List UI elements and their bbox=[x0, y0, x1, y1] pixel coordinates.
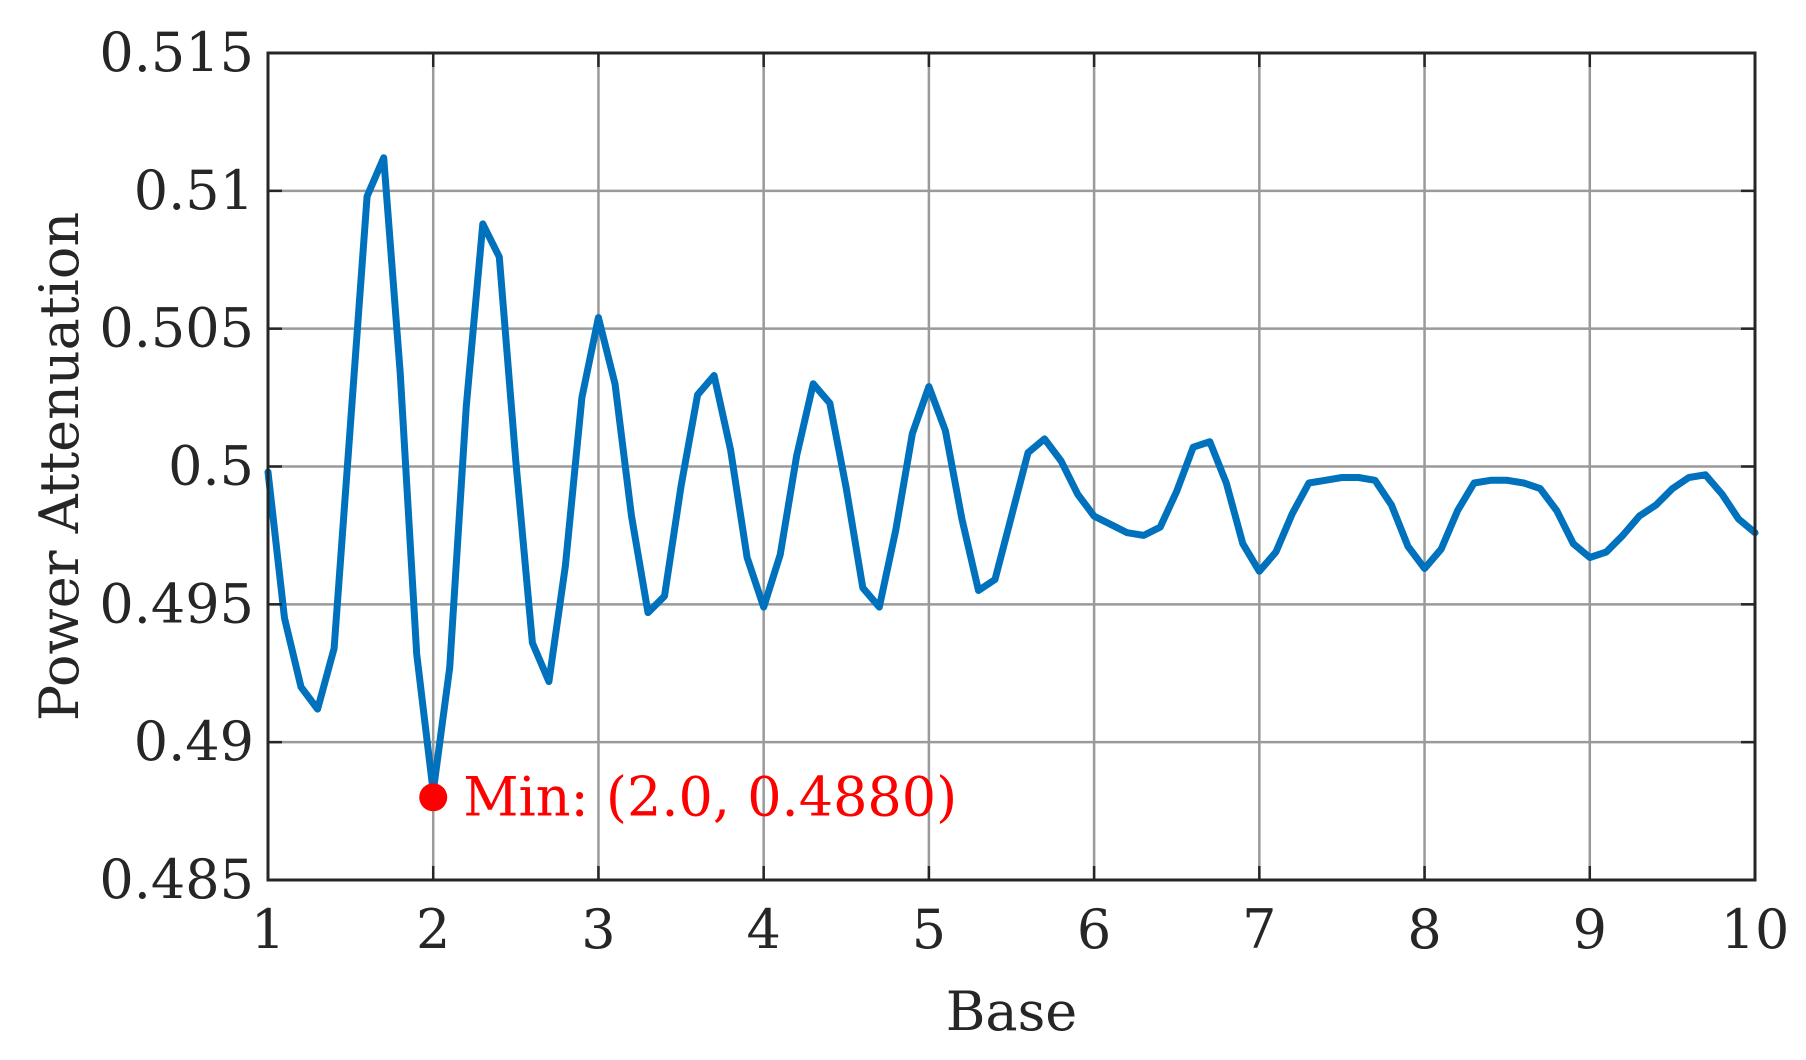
x-tick-label: 8 bbox=[1407, 898, 1441, 961]
y-tick-label: 0.49 bbox=[134, 710, 254, 773]
x-tick-label: 3 bbox=[581, 898, 615, 961]
x-tick-label: 7 bbox=[1242, 898, 1276, 961]
y-tick-label: 0.51 bbox=[134, 159, 254, 222]
x-tick-label: 10 bbox=[1721, 898, 1790, 961]
x-tick-label: 5 bbox=[912, 898, 946, 961]
min-annotation-label: Min: (2.0, 0.4880) bbox=[463, 765, 957, 828]
series-line bbox=[264, 154, 1759, 796]
y-tick-label: 0.495 bbox=[99, 572, 254, 635]
x-tick-label: 1 bbox=[251, 898, 285, 961]
y-tick-label: 0.485 bbox=[99, 848, 254, 911]
x-tick-labels: 1 2 3 4 5 6 7 8 9 10 bbox=[251, 898, 1790, 961]
min-marker bbox=[419, 783, 448, 812]
y-tick-label: 0.515 bbox=[99, 21, 254, 84]
x-tick-label: 4 bbox=[746, 898, 780, 961]
y-axis-label: Power Attenuation bbox=[28, 212, 91, 721]
x-tick-label: 9 bbox=[1573, 898, 1607, 961]
x-tick-label: 2 bbox=[416, 898, 450, 961]
x-axis-label: Base bbox=[946, 980, 1078, 1043]
grid bbox=[266, 51, 1757, 882]
y-tick-label: 0.505 bbox=[99, 297, 254, 360]
annotation-layer: Min: (2.0, 0.4880) bbox=[419, 765, 957, 828]
y-tick-label: 0.5 bbox=[168, 435, 254, 498]
tick-marks bbox=[266, 51, 1757, 882]
y-tick-labels: 0.485 0.49 0.495 0.5 0.505 0.51 0.515 bbox=[99, 21, 254, 911]
x-tick-label: 6 bbox=[1077, 898, 1111, 961]
series-layer bbox=[264, 154, 1759, 796]
